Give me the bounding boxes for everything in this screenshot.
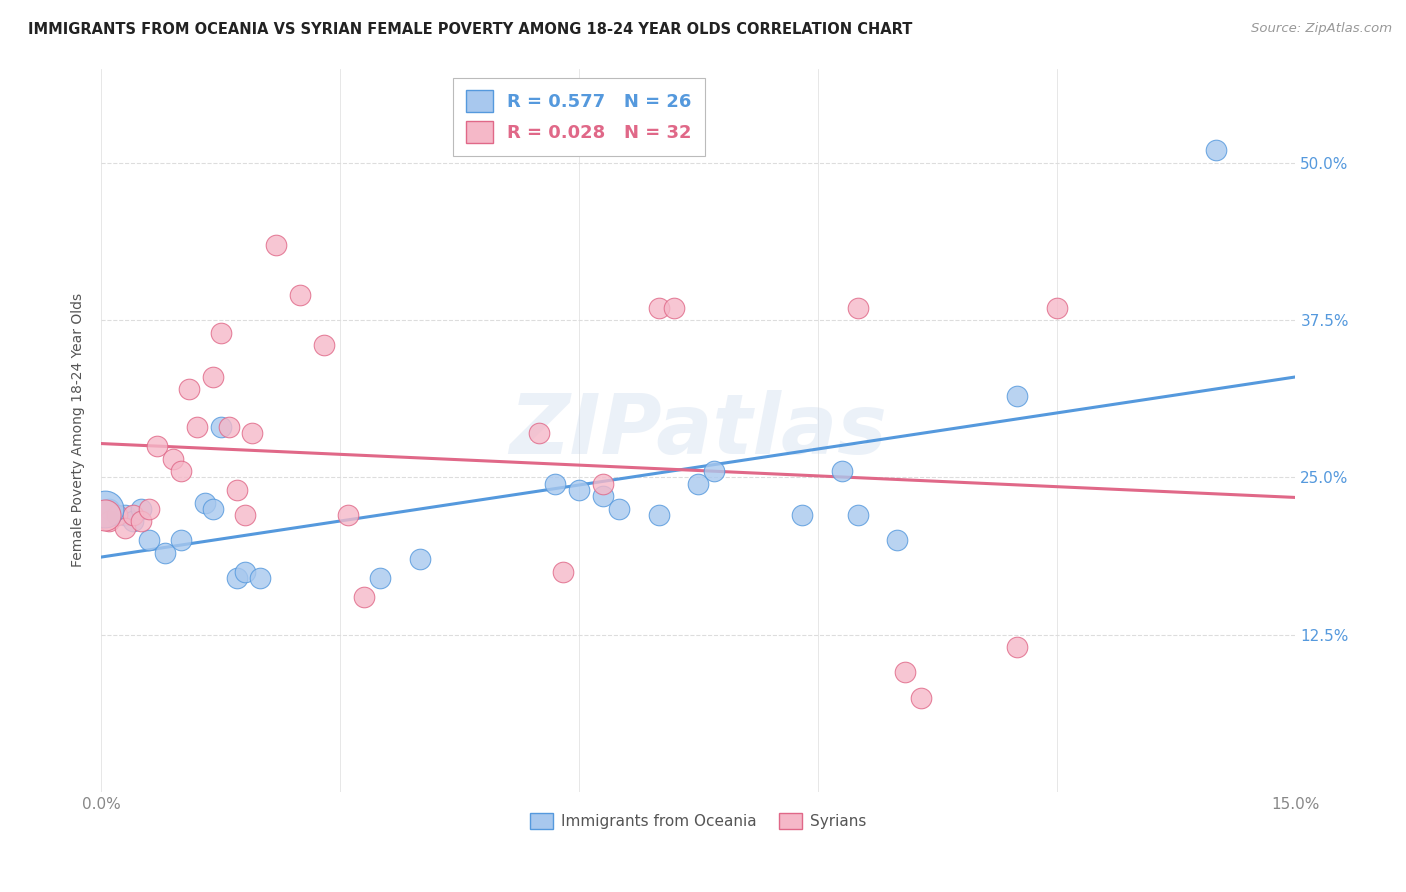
Point [209,420,232,434]
Point [831,464,853,478]
Point [337,508,360,523]
Point [122,515,145,529]
Point [688,476,710,491]
Point [129,515,152,529]
Point [201,501,224,516]
Point [129,501,152,516]
Point [201,369,224,384]
Point [94,508,117,523]
Point [607,501,630,516]
Point [98,515,121,529]
Point [894,665,917,680]
Legend: Immigrants from Oceania, Syrians: Immigrants from Oceania, Syrians [524,806,873,835]
Point [886,533,908,548]
Point [647,301,669,315]
Point [170,533,193,548]
Point [703,464,725,478]
Point [1046,301,1069,315]
Point [225,571,247,585]
Point [138,533,160,548]
Point [209,326,232,340]
Point [170,464,193,478]
Point [233,508,256,523]
Point [186,420,208,434]
Point [138,501,160,516]
Text: Source: ZipAtlas.com: Source: ZipAtlas.com [1251,22,1392,36]
Point [527,426,550,441]
Point [1005,640,1028,655]
Point [290,288,312,302]
Point [194,495,217,509]
Point [314,338,336,352]
Point [122,508,145,523]
Point [249,571,271,585]
Point [1005,389,1028,403]
Point [114,521,136,535]
Point [98,501,121,516]
Point [218,420,240,434]
Point [114,508,136,523]
Point [846,301,869,315]
Point [368,571,391,585]
Point [146,439,169,453]
Point [592,476,614,491]
Point [233,565,256,579]
Y-axis label: Female Poverty Among 18-24 Year Olds: Female Poverty Among 18-24 Year Olds [72,293,86,567]
Point [647,508,669,523]
Point [162,451,184,466]
Point [105,508,128,523]
Point [1205,143,1227,157]
Point [551,565,574,579]
Point [568,483,591,497]
Point [242,426,264,441]
Point [846,508,869,523]
Point [266,237,288,252]
Text: ZIPatlas: ZIPatlas [509,390,887,471]
Point [94,501,117,516]
Point [353,590,375,604]
Point [177,382,200,396]
Point [408,552,430,566]
Text: IMMIGRANTS FROM OCEANIA VS SYRIAN FEMALE POVERTY AMONG 18-24 YEAR OLDS CORRELATI: IMMIGRANTS FROM OCEANIA VS SYRIAN FEMALE… [28,22,912,37]
Point [153,546,176,560]
Point [664,301,686,315]
Point [910,690,932,705]
Point [790,508,813,523]
Point [544,476,567,491]
Point [225,483,247,497]
Point [592,489,614,503]
